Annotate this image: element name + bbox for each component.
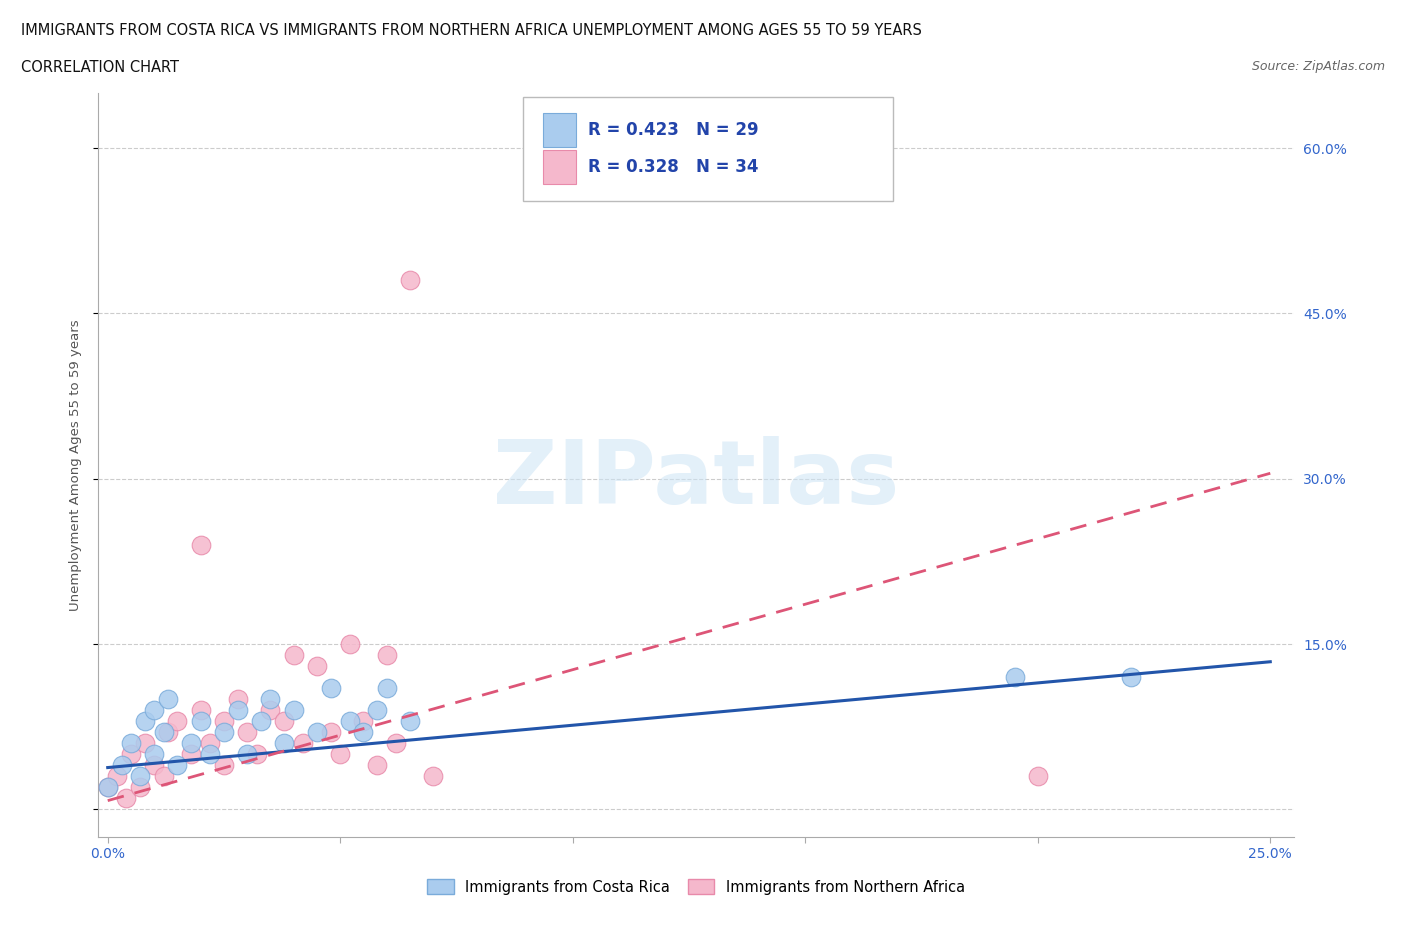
Point <box>97 780 120 795</box>
Bar <box>543 151 576 184</box>
Point <box>129 769 152 784</box>
Point <box>198 736 221 751</box>
Point <box>385 736 408 751</box>
Point <box>190 703 212 718</box>
Point <box>212 714 235 729</box>
Point <box>115 791 138 806</box>
Point <box>152 724 174 739</box>
Point <box>319 724 342 739</box>
Point <box>339 714 361 729</box>
Point <box>97 780 120 795</box>
Text: ZIPatlas: ZIPatlas <box>494 436 898 524</box>
Point <box>353 714 375 729</box>
Point <box>319 681 342 696</box>
Point <box>236 747 259 762</box>
Point <box>143 758 166 773</box>
Point <box>166 714 188 729</box>
Text: Source: ZipAtlas.com: Source: ZipAtlas.com <box>1251 60 1385 73</box>
Point <box>226 703 249 718</box>
Point <box>273 736 295 751</box>
Point <box>198 747 221 762</box>
Point <box>166 758 188 773</box>
Point <box>366 758 388 773</box>
Bar <box>543 113 576 147</box>
Point <box>180 736 202 751</box>
Point <box>1026 769 1049 784</box>
Point <box>259 692 281 707</box>
Point <box>111 758 134 773</box>
Point <box>212 724 235 739</box>
Point <box>134 714 156 729</box>
Text: R = 0.328   N = 34: R = 0.328 N = 34 <box>588 158 759 176</box>
Point <box>190 714 212 729</box>
Point <box>305 658 328 673</box>
Point <box>353 724 375 739</box>
Text: R = 0.423   N = 29: R = 0.423 N = 29 <box>588 121 759 139</box>
Legend: Immigrants from Costa Rica, Immigrants from Northern Africa: Immigrants from Costa Rica, Immigrants f… <box>422 873 970 900</box>
Point <box>120 736 142 751</box>
Point <box>134 736 156 751</box>
Y-axis label: Unemployment Among Ages 55 to 59 years: Unemployment Among Ages 55 to 59 years <box>69 319 83 611</box>
Point <box>180 747 202 762</box>
Point <box>143 703 166 718</box>
Point <box>226 692 249 707</box>
Point <box>152 769 174 784</box>
Point <box>1119 670 1142 684</box>
Point <box>283 703 305 718</box>
Point <box>422 769 444 784</box>
Text: CORRELATION CHART: CORRELATION CHART <box>21 60 179 75</box>
Point <box>236 724 259 739</box>
Point <box>190 538 212 552</box>
Point <box>292 736 315 751</box>
Point <box>120 747 142 762</box>
Point <box>157 692 180 707</box>
Point <box>105 769 128 784</box>
Point <box>250 714 273 729</box>
Point <box>273 714 295 729</box>
Point <box>375 647 398 662</box>
Point <box>375 681 398 696</box>
Point <box>157 724 180 739</box>
Point <box>339 637 361 652</box>
Point <box>129 780 152 795</box>
Point <box>366 703 388 718</box>
FancyBboxPatch shape <box>523 97 893 201</box>
Point <box>283 647 305 662</box>
Point <box>399 714 422 729</box>
Text: IMMIGRANTS FROM COSTA RICA VS IMMIGRANTS FROM NORTHERN AFRICA UNEMPLOYMENT AMONG: IMMIGRANTS FROM COSTA RICA VS IMMIGRANTS… <box>21 23 922 38</box>
Point <box>245 747 267 762</box>
Point <box>329 747 352 762</box>
Point <box>212 758 235 773</box>
Point <box>399 272 422 287</box>
Point <box>259 703 281 718</box>
Point <box>143 747 166 762</box>
Point <box>1004 670 1026 684</box>
Point <box>305 724 328 739</box>
